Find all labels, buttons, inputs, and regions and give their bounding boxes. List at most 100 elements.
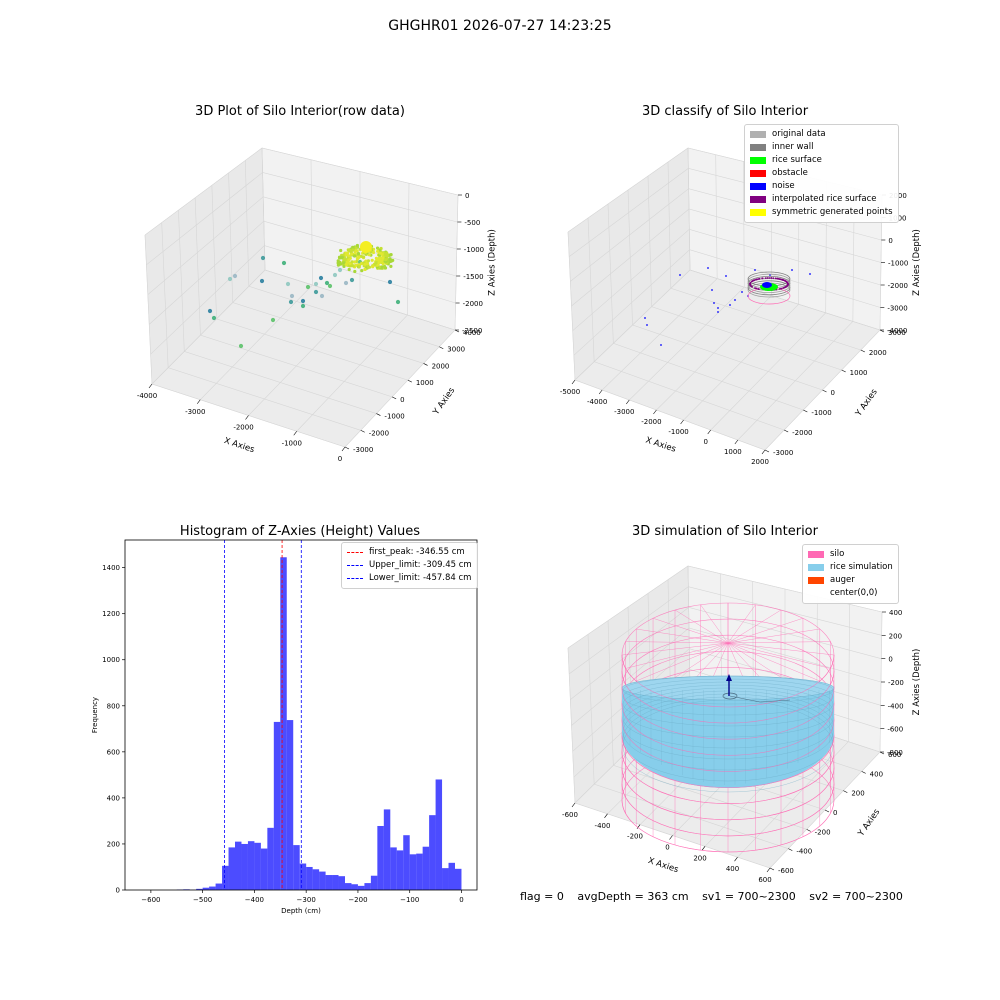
histogram-bar <box>325 875 333 890</box>
plot4-silo-roof-rib <box>727 642 820 682</box>
plot1-ytick <box>392 396 397 400</box>
sv2-text: sv2 = 700~2300 <box>809 890 903 903</box>
plot2-interp-point <box>757 288 760 290</box>
histogram-bar <box>273 721 281 890</box>
plot1-scatter-point <box>319 293 325 299</box>
histogram-xtick-label: 0 <box>459 896 463 904</box>
plot4-silo-roof-rib <box>727 609 782 644</box>
plot2-grid-z <box>574 269 881 381</box>
plot1-mound-point <box>375 258 379 262</box>
plot1-mound-point <box>356 252 361 256</box>
plot4-ytick <box>879 751 885 755</box>
plot2-noise-point <box>644 317 646 319</box>
histogram-legend-item: Upper_limit: -309.45 cm <box>347 559 472 572</box>
plot4-ytick <box>843 790 848 793</box>
plot4-rice-bottom <box>622 678 834 788</box>
plot4-xtick <box>766 867 771 873</box>
plot1-mound-point <box>381 262 385 266</box>
plot2-noise-point <box>717 307 719 309</box>
legend-label: rice simulation <box>830 562 893 572</box>
plot4-legend-item: auger <box>808 574 893 587</box>
plot1-mound-point <box>359 254 363 258</box>
plot1-ytick-label: 4000 <box>463 329 481 337</box>
plot1-mound-point <box>389 264 393 268</box>
plot2-xtick-label: -5000 <box>560 388 580 396</box>
plot4-silo-roof-rib <box>727 641 831 644</box>
plot2-interp-point <box>749 281 752 284</box>
plot4-ztick-label: -600 <box>887 726 903 734</box>
plot1-scatter-point <box>207 308 213 314</box>
plot2-interp-point <box>776 277 778 280</box>
plot1-grid-z <box>148 220 457 325</box>
plot2-interp-point <box>752 279 754 282</box>
plot2-noise-point <box>646 324 648 326</box>
plot2-xtick-label: -1000 <box>668 428 688 436</box>
plot1-mound-point <box>381 256 385 260</box>
plot1-title: 3D Plot of Silo Interior(row data) <box>195 104 405 119</box>
plot1-scatter-point <box>327 283 333 289</box>
plot2-ytick <box>879 329 885 333</box>
plot2-interp-point <box>786 284 789 287</box>
plot1-ztick-label: -1500 <box>463 273 483 281</box>
plot4-xtick <box>571 802 576 808</box>
plot4-silo-roof-rib <box>700 604 729 644</box>
plot2-interp-point <box>768 277 771 279</box>
histogram-bar <box>306 866 313 890</box>
plot1-ytick-label: 1000 <box>416 379 434 387</box>
histogram-ytick-label: 800 <box>107 702 120 710</box>
plot1-mound-point <box>336 261 340 265</box>
plot2-noise-point <box>791 269 793 271</box>
plot2-xtick <box>653 409 657 415</box>
plot4-legend-item: center(0,0) <box>808 587 893 600</box>
plot4-rice-mesh-ring <box>622 687 834 749</box>
plot1-mound-point <box>360 269 364 273</box>
plot2-noise-point <box>741 291 743 293</box>
plot2-xtick <box>707 429 711 435</box>
histogram-bar <box>338 876 345 890</box>
plot4-silo-roof-rib <box>727 604 756 644</box>
plot4-ytick <box>788 848 793 851</box>
plot1-mound-point <box>350 264 354 268</box>
legend-swatch <box>808 577 824 584</box>
plot1-peak-point <box>360 241 372 253</box>
plot4-silo-roof-rib <box>625 641 729 644</box>
plot1-ylabel: Y Axies <box>431 385 458 417</box>
plot1-ytick <box>454 329 460 333</box>
plot2-ytick-label: 3000 <box>888 329 906 337</box>
plot2-noise-cluster <box>762 282 772 288</box>
plot4-xtick-label: -600 <box>562 811 578 819</box>
plot4-xtick <box>636 824 641 829</box>
histogram-bar <box>351 884 358 890</box>
plot1-mound-point <box>367 253 371 257</box>
plot1-scatter-point <box>324 280 330 286</box>
legend-swatch <box>750 183 766 190</box>
plot4-ytick-label: -200 <box>815 828 831 836</box>
plot2-legend-item: original data <box>750 128 893 141</box>
plot2-ztick-label: -4000 <box>887 327 907 335</box>
histogram-bar <box>235 841 242 890</box>
histogram-title: Histogram of Z-Axies (Height) Values <box>179 524 421 539</box>
histogram-ytick-label: 400 <box>107 794 120 802</box>
plot2-legend-item: noise <box>750 180 893 193</box>
plot4-ytick <box>769 867 775 871</box>
histogram-xtick-label: −300 <box>297 896 316 904</box>
plot1-scatter-point <box>318 275 324 281</box>
plot1-scatter-point <box>313 281 319 287</box>
histogram-bar <box>202 887 210 890</box>
plot4-xtick <box>669 835 673 840</box>
legend-swatch <box>750 131 766 138</box>
plot1-mound-point <box>357 265 361 269</box>
plot1-grid-z <box>150 245 456 355</box>
plot2-grid-z <box>573 249 881 356</box>
plot2-interp-point <box>778 278 781 280</box>
plot1-scatter-point <box>281 260 287 266</box>
plot2-interp-point <box>779 288 781 290</box>
histogram-bar <box>416 853 423 890</box>
plot1-xtick-label: -4000 <box>137 392 157 400</box>
plot2-ytick <box>764 449 770 453</box>
legend-label: interpolated rice surface <box>772 194 877 204</box>
plot4-rice-mesh-ring <box>622 681 834 727</box>
plot4-center-tip <box>726 674 732 681</box>
plot1-scatter-point <box>395 299 401 305</box>
plot1-mound-point <box>371 247 376 251</box>
